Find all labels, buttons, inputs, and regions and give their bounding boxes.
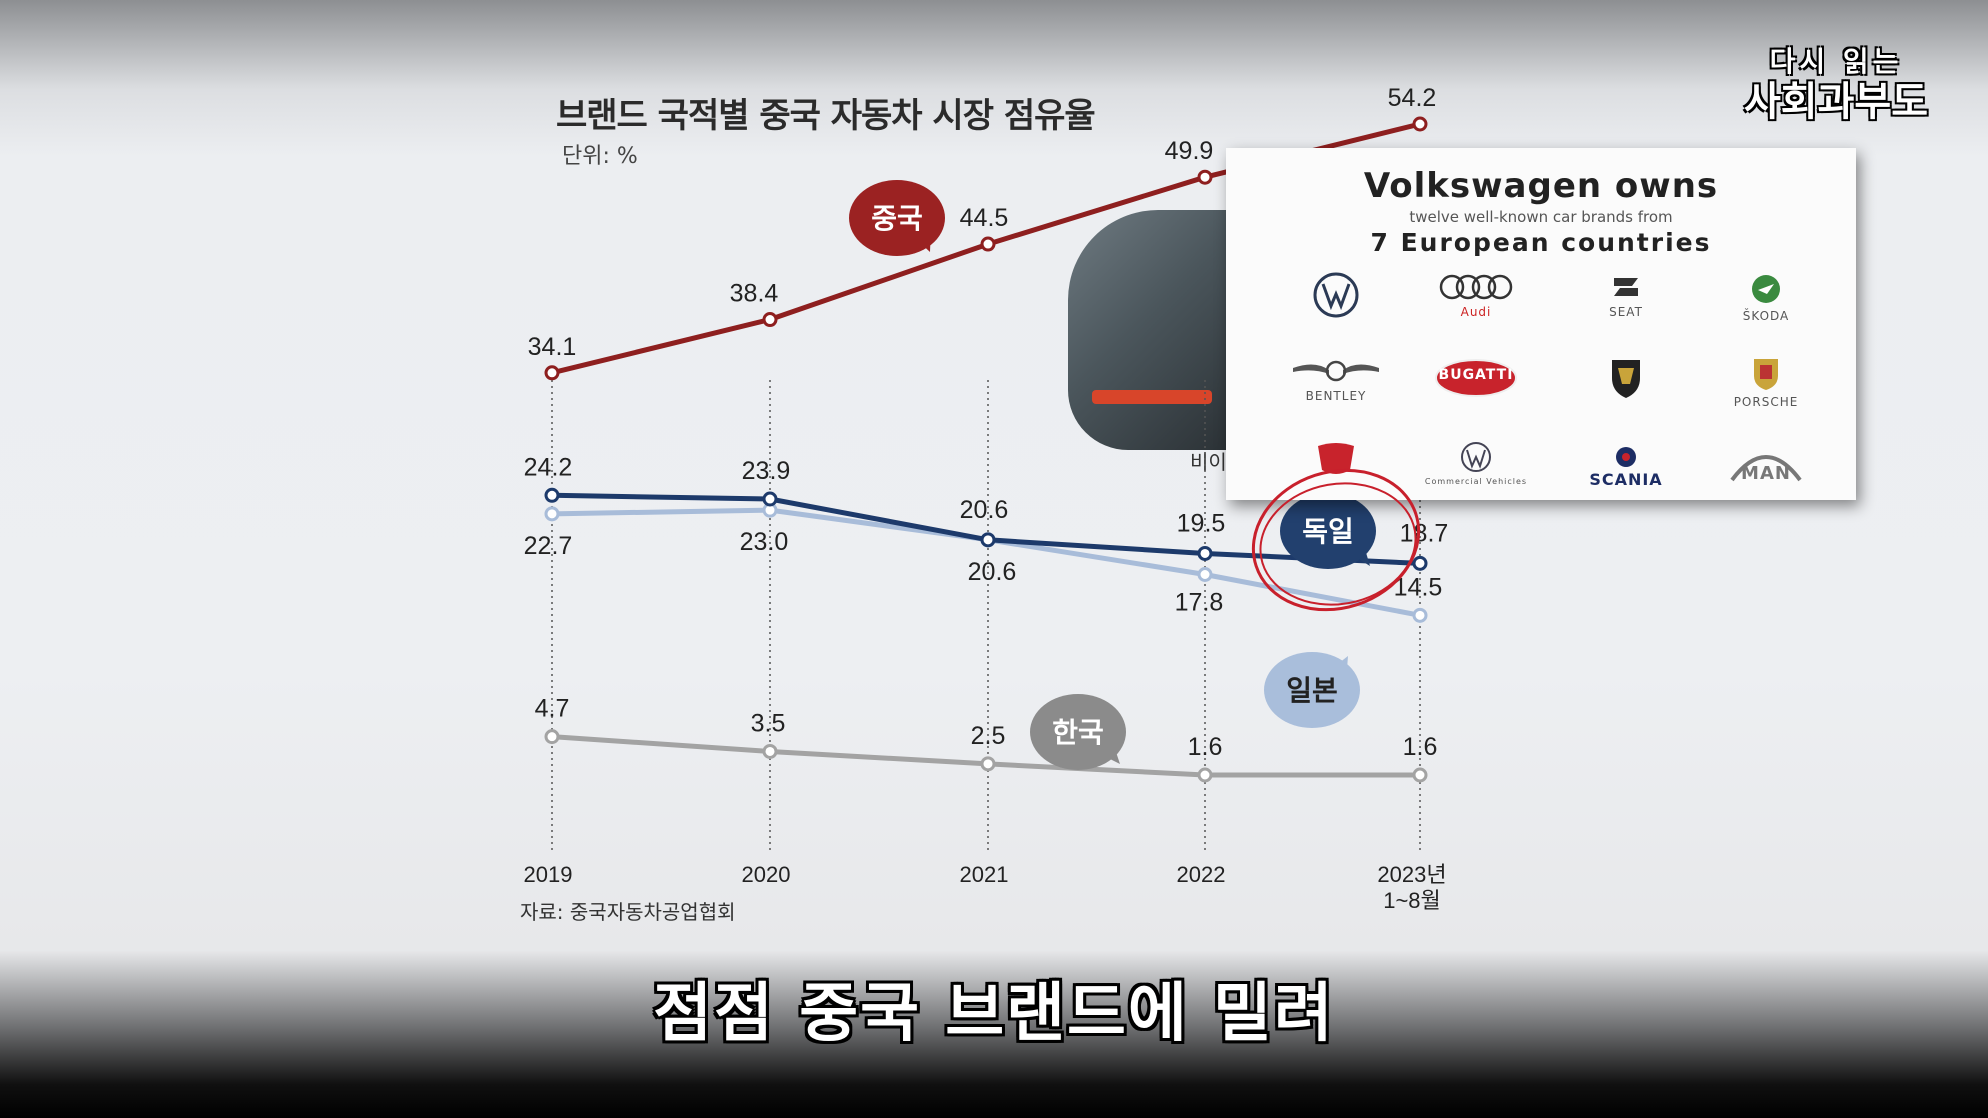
bugatti-logo-icon: [1435, 359, 1517, 397]
data-label: 20.6: [960, 496, 1009, 524]
data-label: 18.7: [1400, 519, 1449, 547]
brand-name: SEAT: [1609, 305, 1643, 319]
data-point: [1197, 767, 1213, 783]
data-label: 24.2: [524, 453, 573, 481]
brand-scania: SCANIA: [1556, 444, 1696, 489]
data-point: [1412, 555, 1428, 571]
brand-volkswagen: [1266, 270, 1406, 323]
brand-man: MAN: [1696, 440, 1836, 508]
channel-logo-line1: 다시 읽는: [1769, 45, 1903, 78]
bentley-wings-icon: [1293, 360, 1379, 382]
data-point: [1197, 567, 1213, 583]
series-name-label: 일본: [1286, 674, 1338, 707]
data-point: [544, 506, 560, 522]
data-point: [1412, 607, 1428, 623]
skoda-logo-icon: [1752, 275, 1780, 303]
data-label: 1.6: [1403, 733, 1438, 761]
data-point: [1197, 169, 1213, 185]
brand-audi: Audi: [1406, 272, 1546, 319]
vw-commercial-logo-icon: [1461, 442, 1491, 472]
data-label: 49.9: [1165, 137, 1214, 165]
volkswagen-brands-card: Volkswagen owns twelve well-known car br…: [1226, 148, 1856, 500]
brand-name: ŠKODA: [1742, 309, 1790, 323]
brand-name: PORSCHE: [1733, 395, 1799, 409]
data-label: 14.5: [1394, 573, 1443, 601]
car-photo: [1068, 210, 1238, 450]
data-point: [980, 236, 996, 252]
series-name-label: 한국: [1052, 716, 1104, 749]
series-bubble: [849, 180, 945, 256]
data-point: [762, 312, 778, 328]
scania-griffin-icon: [1616, 447, 1636, 467]
data-label: 19.5: [1177, 509, 1226, 537]
audi-rings-icon: [1439, 274, 1513, 300]
data-point: [980, 532, 996, 548]
brand-name: BUGATTI: [1438, 367, 1514, 383]
brand-bentley: BENTLEY: [1266, 356, 1406, 403]
ducati-logo-icon: [1318, 443, 1354, 474]
data-point: [544, 487, 560, 503]
data-label: 2.5: [971, 722, 1006, 750]
x-tick-label: 2020: [742, 862, 791, 887]
brand-lamborghini: [1556, 356, 1696, 403]
x-tick-label: 2021: [960, 862, 1009, 887]
brand-porsche: PORSCHE: [1696, 356, 1836, 409]
data-point: [980, 756, 996, 772]
brand-bugatti: BUGATTI: [1406, 358, 1546, 417]
data-point: [544, 729, 560, 745]
data-label: 44.5: [960, 204, 1009, 232]
data-label: 38.4: [730, 280, 779, 308]
series-name-label: 중국: [871, 202, 923, 235]
brand-name: Audi: [1460, 305, 1492, 319]
vw-card-title: Volkswagen owns: [1363, 166, 1719, 206]
brand-name: BENTLEY: [1305, 389, 1367, 403]
car-caption: 비이: [1190, 450, 1227, 474]
brand-ducati: [1266, 440, 1406, 483]
data-label: 3.5: [751, 709, 786, 737]
man-logo-icon: [1730, 455, 1802, 482]
series-bubble: [1030, 694, 1126, 770]
brand-name: Commercial Vehicles: [1424, 477, 1528, 486]
lamborghini-shield-icon: [1612, 360, 1640, 398]
brand-seat: SEAT: [1556, 272, 1696, 319]
data-point: [762, 743, 778, 759]
channel-logo: 다시 읽는 사회과부도: [1744, 40, 1928, 124]
x-tick-label: 2023년: [1377, 862, 1446, 887]
chart-title: 브랜드 국적별 중국 자동차 시장 점유율: [556, 96, 1096, 136]
brand-name: MAN: [1741, 463, 1791, 484]
chart-unit: 단위: %: [562, 144, 638, 169]
porsche-crest-icon: [1754, 359, 1778, 390]
channel-logo-line2: 사회과부도: [1744, 78, 1928, 125]
data-label: 1.6: [1188, 733, 1223, 761]
video-subtitle: 점점 중국 브랜드에 밀려: [653, 977, 1335, 1051]
brand-vw-commercial: Commercial Vehicles: [1406, 440, 1546, 486]
data-label: 34.1: [528, 333, 577, 361]
data-label: 23.9: [742, 457, 791, 485]
data-point: [1412, 116, 1428, 132]
seat-logo-icon: [1614, 278, 1638, 296]
vw-card-subtitle-2: 7 European countries: [1370, 228, 1712, 257]
data-point: [1197, 545, 1213, 561]
data-label: 54.2: [1388, 84, 1437, 112]
series-bubble: [1264, 652, 1360, 728]
data-label: 4.7: [535, 695, 570, 723]
data-label: 23.0: [740, 528, 789, 556]
brand-skoda: ŠKODA: [1696, 272, 1836, 323]
data-point: [1412, 767, 1428, 783]
volkswagen-logo-icon: [1313, 272, 1359, 318]
chart-source: 자료: 중국자동차공업협회: [520, 900, 736, 924]
data-label: 22.7: [524, 532, 573, 560]
x-tick-label: 1~8월: [1383, 888, 1441, 913]
data-label: 20.6: [968, 558, 1017, 586]
series-name-label: 독일: [1302, 515, 1354, 548]
vw-card-subtitle: twelve well-known car brands from: [1409, 208, 1673, 226]
brand-name: SCANIA: [1589, 470, 1663, 489]
x-tick-label: 2022: [1177, 862, 1226, 887]
x-tick-label: 2019: [524, 862, 573, 887]
data-point: [544, 365, 560, 381]
data-point: [762, 491, 778, 507]
data-label: 17.8: [1175, 589, 1224, 617]
